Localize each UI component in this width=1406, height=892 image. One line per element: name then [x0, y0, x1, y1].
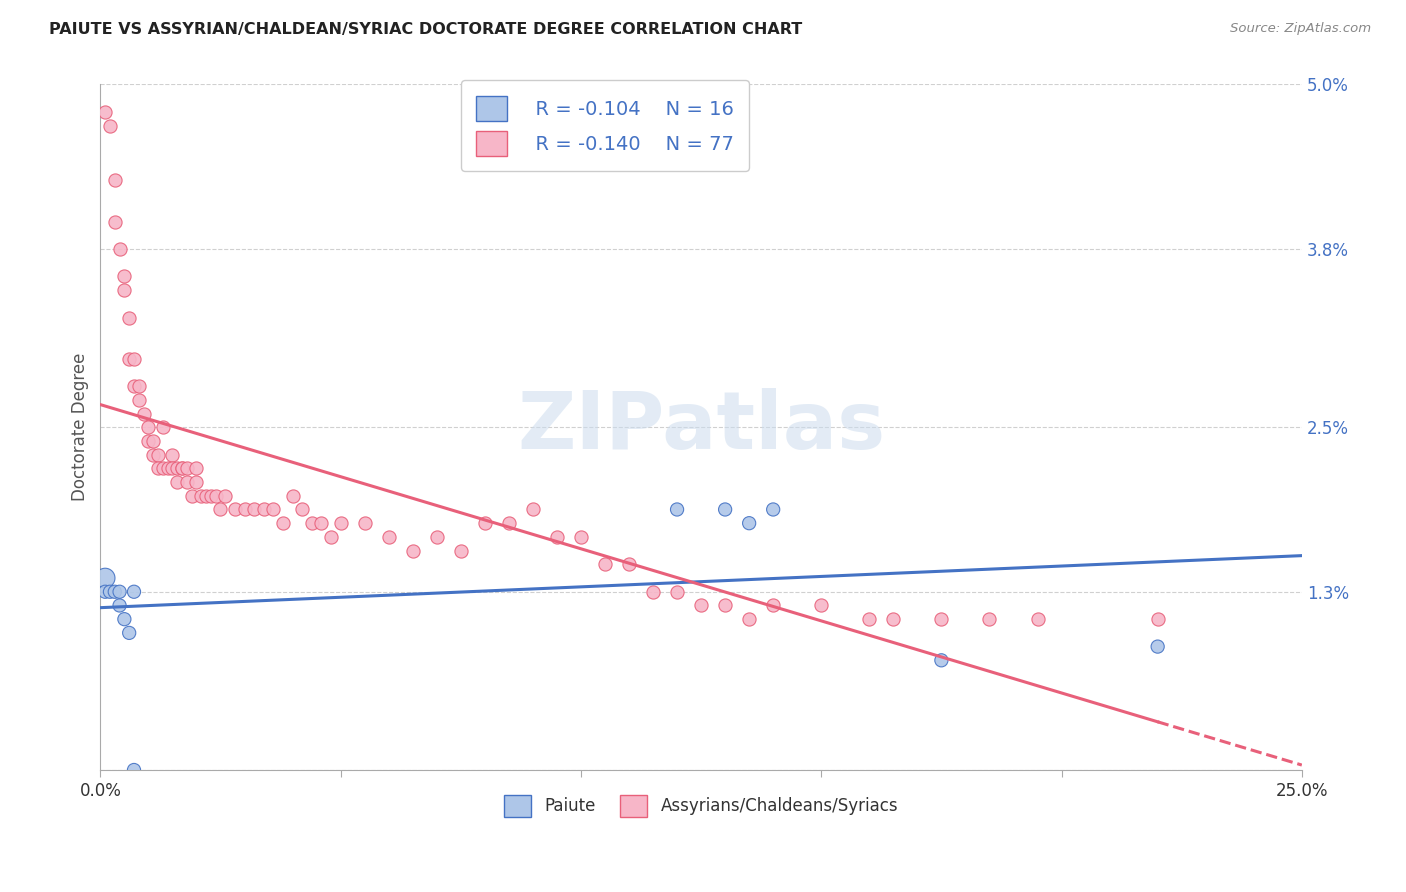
Point	[214, 489, 236, 503]
Point	[142, 434, 165, 448]
Point	[593, 558, 616, 572]
Point	[118, 626, 141, 640]
Point	[146, 448, 169, 462]
Point	[569, 530, 592, 544]
Point	[146, 461, 169, 475]
Point	[1146, 640, 1168, 654]
Point	[104, 214, 127, 228]
Point	[450, 543, 472, 558]
Point	[329, 516, 352, 531]
Point	[122, 763, 145, 777]
Point	[262, 502, 284, 516]
Point	[94, 571, 117, 585]
Point	[104, 173, 127, 187]
Point	[426, 530, 449, 544]
Point	[931, 653, 953, 667]
Point	[108, 242, 131, 256]
Point	[122, 351, 145, 366]
Point	[522, 502, 544, 516]
Point	[301, 516, 323, 531]
Point	[112, 283, 135, 297]
Point	[204, 489, 226, 503]
Point	[152, 420, 174, 434]
Point	[714, 502, 737, 516]
Point	[931, 612, 953, 626]
Point	[617, 558, 640, 572]
Point	[112, 269, 135, 284]
Point	[882, 612, 904, 626]
Point	[170, 461, 193, 475]
Point	[319, 530, 342, 544]
Point	[112, 612, 135, 626]
Point	[666, 584, 689, 599]
Point	[209, 502, 232, 516]
Point	[243, 502, 266, 516]
Point	[180, 489, 202, 503]
Point	[377, 530, 399, 544]
Point	[546, 530, 568, 544]
Point	[166, 461, 188, 475]
Point	[122, 379, 145, 393]
Point	[108, 584, 131, 599]
Point	[118, 351, 141, 366]
Point	[738, 516, 761, 531]
Point	[128, 379, 150, 393]
Point	[224, 502, 246, 516]
Point	[104, 584, 127, 599]
Point	[156, 461, 179, 475]
Point	[176, 475, 198, 489]
Point	[1026, 612, 1049, 626]
Point	[979, 612, 1001, 626]
Point	[94, 584, 117, 599]
Point	[1146, 612, 1168, 626]
Y-axis label: Doctorate Degree: Doctorate Degree	[72, 353, 89, 501]
Point	[98, 584, 121, 599]
Point	[253, 502, 276, 516]
Text: Source: ZipAtlas.com: Source: ZipAtlas.com	[1230, 22, 1371, 36]
Point	[152, 461, 174, 475]
Point	[271, 516, 294, 531]
Point	[810, 599, 832, 613]
Point	[138, 434, 160, 448]
Point	[162, 461, 184, 475]
Point	[402, 543, 425, 558]
Point	[281, 489, 304, 503]
Point	[738, 612, 761, 626]
Point	[714, 599, 737, 613]
Point	[311, 516, 333, 531]
Point	[170, 461, 193, 475]
Point	[132, 407, 155, 421]
Point	[98, 119, 121, 133]
Point	[762, 599, 785, 613]
Point	[162, 448, 184, 462]
Point	[666, 502, 689, 516]
Point	[474, 516, 496, 531]
Point	[762, 502, 785, 516]
Point	[166, 475, 188, 489]
Text: PAIUTE VS ASSYRIAN/CHALDEAN/SYRIAC DOCTORATE DEGREE CORRELATION CHART: PAIUTE VS ASSYRIAN/CHALDEAN/SYRIAC DOCTO…	[49, 22, 803, 37]
Text: ZIPatlas: ZIPatlas	[517, 388, 886, 467]
Point	[186, 475, 208, 489]
Point	[186, 461, 208, 475]
Legend: Paiute, Assyrians/Chaldeans/Syriacs: Paiute, Assyrians/Chaldeans/Syriacs	[498, 789, 904, 823]
Point	[498, 516, 520, 531]
Point	[176, 461, 198, 475]
Point	[233, 502, 256, 516]
Point	[690, 599, 713, 613]
Point	[138, 420, 160, 434]
Point	[195, 489, 218, 503]
Point	[128, 392, 150, 407]
Point	[200, 489, 222, 503]
Point	[641, 584, 664, 599]
Point	[353, 516, 375, 531]
Point	[118, 310, 141, 325]
Point	[291, 502, 314, 516]
Point	[94, 104, 117, 119]
Point	[108, 599, 131, 613]
Point	[142, 448, 165, 462]
Point	[858, 612, 880, 626]
Point	[122, 584, 145, 599]
Point	[190, 489, 212, 503]
